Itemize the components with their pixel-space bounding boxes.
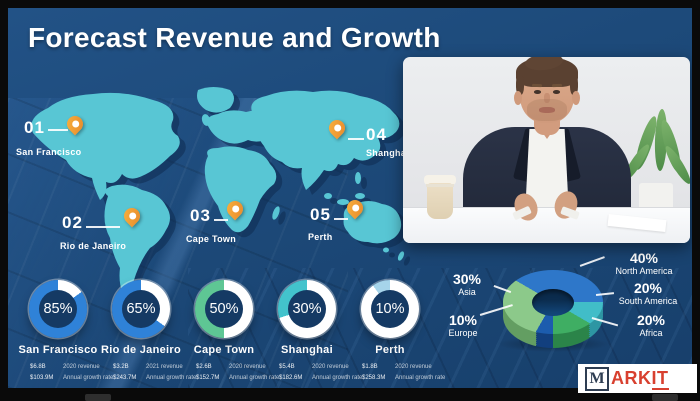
growth-label: Annual growth rate bbox=[146, 375, 197, 381]
donut-center: 50% bbox=[205, 290, 243, 328]
regional-pie-chart bbox=[497, 270, 609, 352]
donut-ring: 85% bbox=[29, 280, 87, 338]
tv-stand-foot bbox=[652, 394, 678, 401]
gauge-percent: 50% bbox=[209, 301, 239, 317]
donut-center: 10% bbox=[371, 290, 409, 328]
growth-label: Annual growth rate bbox=[229, 375, 280, 381]
donut-center: 65% bbox=[122, 290, 160, 328]
markit-logo-m: M bbox=[585, 366, 609, 391]
growth-label: Annual growth rate bbox=[395, 375, 446, 381]
revenue-label: 2021 revenue bbox=[146, 364, 183, 370]
gauge-city-label: San Francisco bbox=[18, 344, 98, 356]
revenue-value: $2.6B bbox=[196, 364, 212, 370]
gauge-stats: $2.6B 2020 revenue $152.7M Annual growth r… bbox=[169, 360, 279, 382]
location-city: Cape Town bbox=[186, 234, 237, 244]
location-number: 01 bbox=[24, 118, 45, 137]
donut-gauge: 85% San Francisco $6.8B 2020 revenue $103… bbox=[8, 280, 113, 382]
slide: Forecast Revenue and Growth bbox=[8, 8, 692, 388]
location-number: 04 bbox=[366, 125, 387, 144]
gauge-percent: 85% bbox=[43, 301, 73, 317]
leader-line bbox=[334, 218, 348, 220]
growth-label: Annual growth rate bbox=[312, 375, 363, 381]
gauge-city-label: Cape Town bbox=[193, 344, 255, 356]
revenue-value: $6.8B bbox=[30, 364, 46, 370]
growth-value: $258.3M bbox=[362, 375, 386, 381]
growth-value: $243.7M bbox=[113, 375, 137, 381]
page-title: Forecast Revenue and Growth bbox=[28, 22, 441, 53]
location-city: Rio de Janeiro bbox=[60, 241, 127, 251]
revenue-label: 2020 revenue bbox=[395, 364, 432, 370]
gauge-city-label: Rio de Janeiro bbox=[101, 344, 181, 356]
location-city: Perth bbox=[308, 232, 333, 242]
donut-gauge: 50% Cape Town $2.6B 2020 revenue $152.7M A… bbox=[169, 280, 279, 382]
location-number: 02 bbox=[62, 213, 83, 232]
donut-gauge: 30% Shanghai $5.4B 2020 revenue $182.6M An… bbox=[252, 280, 362, 382]
leader-line bbox=[48, 129, 68, 131]
leader-line bbox=[214, 219, 228, 221]
donut-ring: 10% bbox=[361, 280, 419, 338]
donut-gauge: 65% Rio de Janeiro $3.2B 2021 revenue $24… bbox=[86, 280, 196, 382]
revenue-label: 2020 revenue bbox=[63, 364, 100, 370]
gauge-percent: 10% bbox=[375, 301, 405, 317]
pie-label-asia: 30% Asia bbox=[452, 271, 482, 298]
growth-value: $103.9M bbox=[30, 375, 54, 381]
planter bbox=[639, 183, 673, 211]
gauge-stats: $1.8B 2020 revenue $258.3M Annual growth r… bbox=[335, 360, 445, 382]
revenue-value: $3.2B bbox=[113, 364, 129, 370]
growth-value: $182.6M bbox=[279, 375, 303, 381]
revenue-value: $5.4B bbox=[279, 364, 295, 370]
donut-ring: 50% bbox=[195, 280, 253, 338]
markit-watermark: M ARKIT bbox=[578, 364, 697, 393]
donut-ring: 30% bbox=[278, 280, 336, 338]
growth-value: $152.7M bbox=[196, 375, 220, 381]
revenue-label: 2020 revenue bbox=[229, 364, 266, 370]
coffee-cup bbox=[424, 175, 456, 185]
pie-label-south-america: 20% South America bbox=[618, 280, 678, 307]
donut-ring: 65% bbox=[112, 280, 170, 338]
leader-line bbox=[86, 226, 120, 228]
gauge-stats: $6.8B 2020 revenue $103.9M Annual growth r… bbox=[8, 360, 113, 382]
leader-line bbox=[348, 138, 364, 140]
world-map bbox=[31, 87, 405, 293]
gauge-city-label: Shanghai bbox=[281, 344, 333, 356]
pie-label-europe: 10% Europe bbox=[448, 312, 478, 339]
revenue-value: $1.8B bbox=[362, 364, 378, 370]
gauge-percent: 30% bbox=[292, 301, 322, 317]
donut-center: 30% bbox=[288, 290, 326, 328]
pie-hole bbox=[532, 289, 574, 316]
leader-line bbox=[579, 256, 605, 267]
location-city: San Francisco bbox=[16, 147, 82, 157]
donut-gauge: 10% Perth $1.8B 2020 revenue $258.3M Annua… bbox=[335, 280, 445, 382]
gauge-percent: 65% bbox=[126, 301, 156, 317]
gauge-stats: $3.2B 2021 revenue $243.7M Annual growth r… bbox=[86, 360, 196, 382]
tv-stand-foot bbox=[85, 394, 111, 401]
location-number: 03 bbox=[190, 206, 211, 225]
gauge-city-label: Perth bbox=[375, 344, 405, 356]
pie-label-north-america: 40% North America bbox=[615, 250, 673, 277]
location-number: 05 bbox=[310, 205, 331, 224]
donut-center: 85% bbox=[39, 290, 77, 328]
revenue-label: 2020 revenue bbox=[312, 364, 349, 370]
location-city: Shanghai bbox=[366, 148, 409, 158]
growth-label: Annual growth rate bbox=[63, 375, 114, 381]
pie-label-africa: 20% Africa bbox=[636, 312, 666, 339]
webcam-video-inset bbox=[403, 57, 690, 243]
gauge-stats: $5.4B 2020 revenue $182.6M Annual growth r… bbox=[252, 360, 362, 382]
